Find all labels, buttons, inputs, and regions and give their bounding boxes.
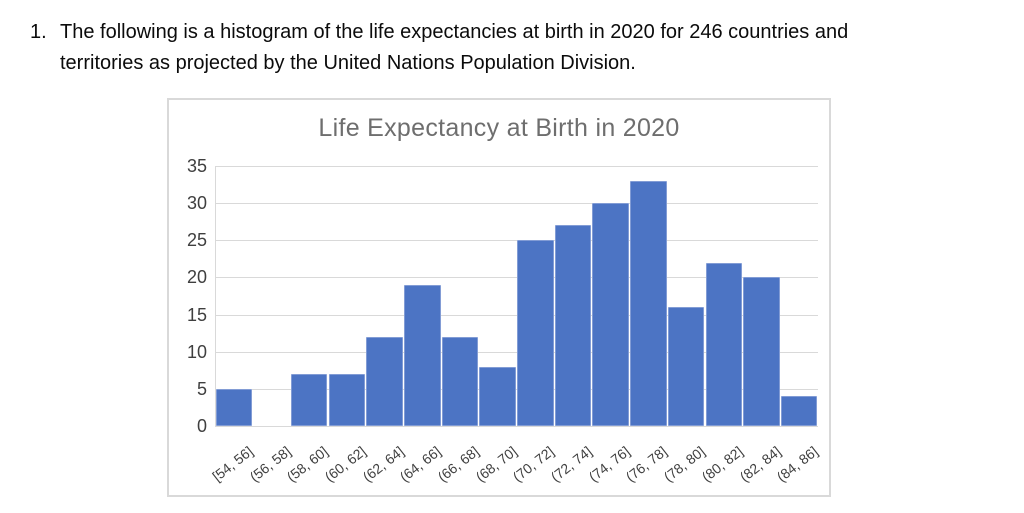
x-tick-label-(70, 72]: (70, 72] <box>509 443 558 485</box>
y-tick-label-30: 30 <box>186 193 207 214</box>
histogram-bar-(74, 76] <box>592 203 629 426</box>
y-tick-label-20: 20 <box>186 267 207 288</box>
x-tick-label-(72, 74]: (72, 74] <box>547 443 595 485</box>
x-tick-label-(56, 58]: (56, 58] <box>246 443 294 485</box>
histogram-bar-(64, 66] <box>404 284 441 426</box>
histogram-bar-(62, 64] <box>366 336 403 426</box>
question-line-1: The following is a histogram of the life… <box>60 21 849 43</box>
y-tick-label-15: 15 <box>186 304 207 325</box>
question-block: 1. The following is a histogram of the l… <box>30 17 848 79</box>
y-tick-label-10: 10 <box>186 341 207 362</box>
y-tick-label-35: 35 <box>186 156 207 176</box>
question-line-2: territories as projected by the United N… <box>60 52 636 74</box>
plot-area <box>215 166 818 427</box>
x-tick-label-(76, 78]: (76, 78] <box>623 443 671 485</box>
histogram-bar-(80, 82] <box>705 262 743 426</box>
gridline-y-15 <box>215 314 818 316</box>
gridline-y-35 <box>215 166 818 167</box>
histogram-bar-[54, 56] <box>215 388 253 426</box>
histogram-bar-(72, 74] <box>554 225 592 426</box>
question-text: The following is a histogram of the life… <box>60 17 848 79</box>
x-tick-label-(82, 84]: (82, 84] <box>736 443 784 485</box>
x-tick-label-(66, 68]: (66, 68] <box>434 443 482 485</box>
question-number: 1. <box>30 21 47 43</box>
gridline-y-25 <box>215 240 818 242</box>
gridline-y-30 <box>215 203 818 205</box>
gridline-y-10 <box>215 351 818 353</box>
x-tick-label-[54, 56]: [54, 56] <box>209 443 256 485</box>
x-tick-label-(78, 80]: (78, 80] <box>660 443 708 485</box>
y-tick-label-0: 0 <box>196 416 207 436</box>
x-tick-label-(74, 76]: (74, 76] <box>585 443 633 485</box>
y-axis-line <box>215 166 216 426</box>
histogram-chart: Life Expectancy at Birth in 2020 0 5 10 15 2… <box>167 98 831 497</box>
histogram-bar-(58, 60] <box>290 374 328 426</box>
x-tick-label-(60, 62]: (60, 62] <box>321 443 369 485</box>
y-tick-label-25: 25 <box>186 230 207 251</box>
x-tick-label-(68, 70]: (68, 70] <box>472 443 520 485</box>
histogram-bar-(70, 72] <box>517 240 554 426</box>
x-tick-label-(62, 64]: (62, 64] <box>359 443 407 485</box>
gridline-y-0 <box>215 426 818 427</box>
x-tick-label-(58, 60]: (58, 60] <box>283 443 332 485</box>
y-tick-label-5: 5 <box>196 378 207 399</box>
x-tick-label-(80, 82]: (80, 82] <box>698 443 746 485</box>
x-tick-label-(64, 66]: (64, 66] <box>396 443 445 485</box>
histogram-bar-(68, 70] <box>479 366 516 426</box>
chart-title: Life Expectancy at Birth in 2020 <box>318 114 680 142</box>
histogram-bar-(84, 86] <box>780 396 818 426</box>
gridline-y-20 <box>215 277 818 279</box>
histogram-bar-(82, 84] <box>743 277 780 426</box>
histogram-bar-(60, 62] <box>328 374 366 426</box>
gridline-y-5 <box>215 388 818 390</box>
x-tick-label-(84, 86]: (84, 86] <box>773 443 822 485</box>
histogram-bar-(78, 80] <box>667 307 705 426</box>
histogram-bar-(76, 78] <box>630 180 667 426</box>
histogram-bar-(66, 68] <box>441 336 479 426</box>
